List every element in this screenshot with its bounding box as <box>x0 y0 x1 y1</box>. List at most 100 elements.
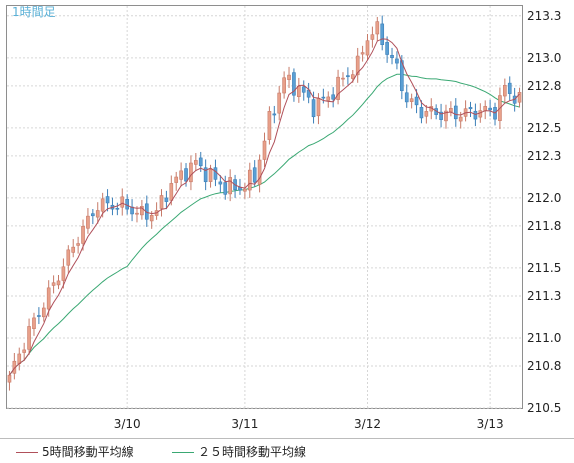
candle-up <box>81 225 85 244</box>
candle-up <box>100 198 105 212</box>
candle-down <box>439 111 443 120</box>
candle-up <box>174 176 179 183</box>
candle-up <box>66 249 71 266</box>
legend-label-ma5: 5時間移動平均線 <box>42 445 134 459</box>
x-tick-label: 3/11 <box>231 417 258 431</box>
candle-up <box>424 111 429 117</box>
x-tick-label: 3/10 <box>114 417 141 431</box>
x-tick-label: 3/12 <box>354 417 381 431</box>
candle-up <box>326 96 331 101</box>
y-tick-label: 211.5 <box>527 261 561 275</box>
candle-down <box>105 196 110 204</box>
candle-down <box>331 94 335 100</box>
candlestick-chart: 210.5 210.8 211.0 211.3 211.5 211.8 212.0 212.3… <box>6 5 561 431</box>
y-tick-label: 212.3 <box>527 149 561 163</box>
y-tick-label: 211.0 <box>527 331 561 345</box>
candle-down <box>115 207 120 210</box>
candle-up <box>208 169 213 182</box>
candle-down <box>346 75 350 78</box>
legend-swatch-ma5 <box>16 452 38 453</box>
candle-down <box>301 86 306 93</box>
y-tick-label: 213.0 <box>527 51 561 65</box>
candle-up <box>316 97 321 117</box>
y-tick-label: 212.0 <box>527 191 561 205</box>
candle-down <box>473 110 478 120</box>
x-tick-label: 3/13 <box>477 417 504 431</box>
candle-up <box>86 215 90 229</box>
candle-down <box>414 96 419 106</box>
candle-down <box>37 315 41 317</box>
y-tick-label: 212.8 <box>527 79 561 93</box>
y-tick-label: 211.3 <box>527 289 561 303</box>
candle-up <box>41 307 46 318</box>
candle-up <box>336 76 340 100</box>
legend-swatch-ma25 <box>172 452 194 453</box>
ma25-line <box>9 73 520 376</box>
candle-up <box>56 280 61 286</box>
candle-up <box>22 349 26 353</box>
candle-down <box>321 96 326 99</box>
candle-down <box>223 182 228 195</box>
candle-down <box>507 82 512 94</box>
candle-up <box>61 266 66 281</box>
candle-up <box>350 74 355 79</box>
candle-up <box>140 206 144 216</box>
ma5-line <box>9 38 520 376</box>
candle-up <box>370 34 375 40</box>
candle-up <box>282 77 286 94</box>
candle-down <box>400 60 404 92</box>
candle-up <box>365 40 370 56</box>
candle-up <box>247 169 252 191</box>
candle-up <box>360 52 365 55</box>
candle-up <box>159 195 164 209</box>
chart-legend: 5時間移動平均線 ２５時間移動平均線 <box>0 438 574 463</box>
y-tick-label: 210.8 <box>527 359 561 373</box>
candle-down <box>125 198 129 210</box>
candle-up <box>71 246 76 253</box>
candle-down <box>252 167 257 183</box>
candle-up <box>277 92 282 114</box>
candle-down <box>184 168 188 182</box>
candle-up <box>46 287 51 310</box>
plot-area <box>6 5 523 409</box>
candle-down <box>311 99 316 118</box>
candle-down <box>419 107 424 119</box>
candle-up <box>32 317 36 329</box>
candle-up <box>76 243 80 246</box>
candle-up <box>169 183 174 201</box>
candle-up <box>262 140 267 160</box>
y-tick-label: 211.8 <box>527 219 561 233</box>
candle-up <box>149 214 154 222</box>
candle-up <box>458 116 463 122</box>
candle-up <box>375 21 380 35</box>
candle-up <box>95 210 100 218</box>
legend-item-ma5: 5時間移動平均線 <box>16 443 134 460</box>
candle-down <box>488 107 492 111</box>
legend-item-ma25: ２５時間移動平均線 <box>172 443 306 460</box>
candle-up <box>257 159 262 185</box>
candle-up <box>243 188 247 192</box>
candle-down <box>404 92 409 103</box>
candle-down <box>91 213 95 217</box>
candle-down <box>390 55 394 59</box>
candle-down <box>272 113 277 116</box>
candle-up <box>27 326 31 350</box>
candle-up <box>267 111 272 140</box>
candle-up <box>189 162 193 183</box>
candle-up <box>120 196 125 208</box>
candle-up <box>287 74 291 80</box>
candle-up <box>478 110 483 118</box>
candle-down <box>292 72 296 96</box>
candle-up <box>135 212 139 215</box>
candle-down <box>380 23 385 45</box>
candle-up <box>409 98 414 102</box>
candle-up <box>449 108 453 113</box>
candle-up <box>444 110 448 122</box>
y-tick-label: 212.5 <box>527 121 561 135</box>
candle-up <box>228 177 232 195</box>
candle-up <box>341 77 345 80</box>
candle-down <box>198 157 203 167</box>
candle-up <box>179 170 183 180</box>
candle-down <box>395 58 399 64</box>
